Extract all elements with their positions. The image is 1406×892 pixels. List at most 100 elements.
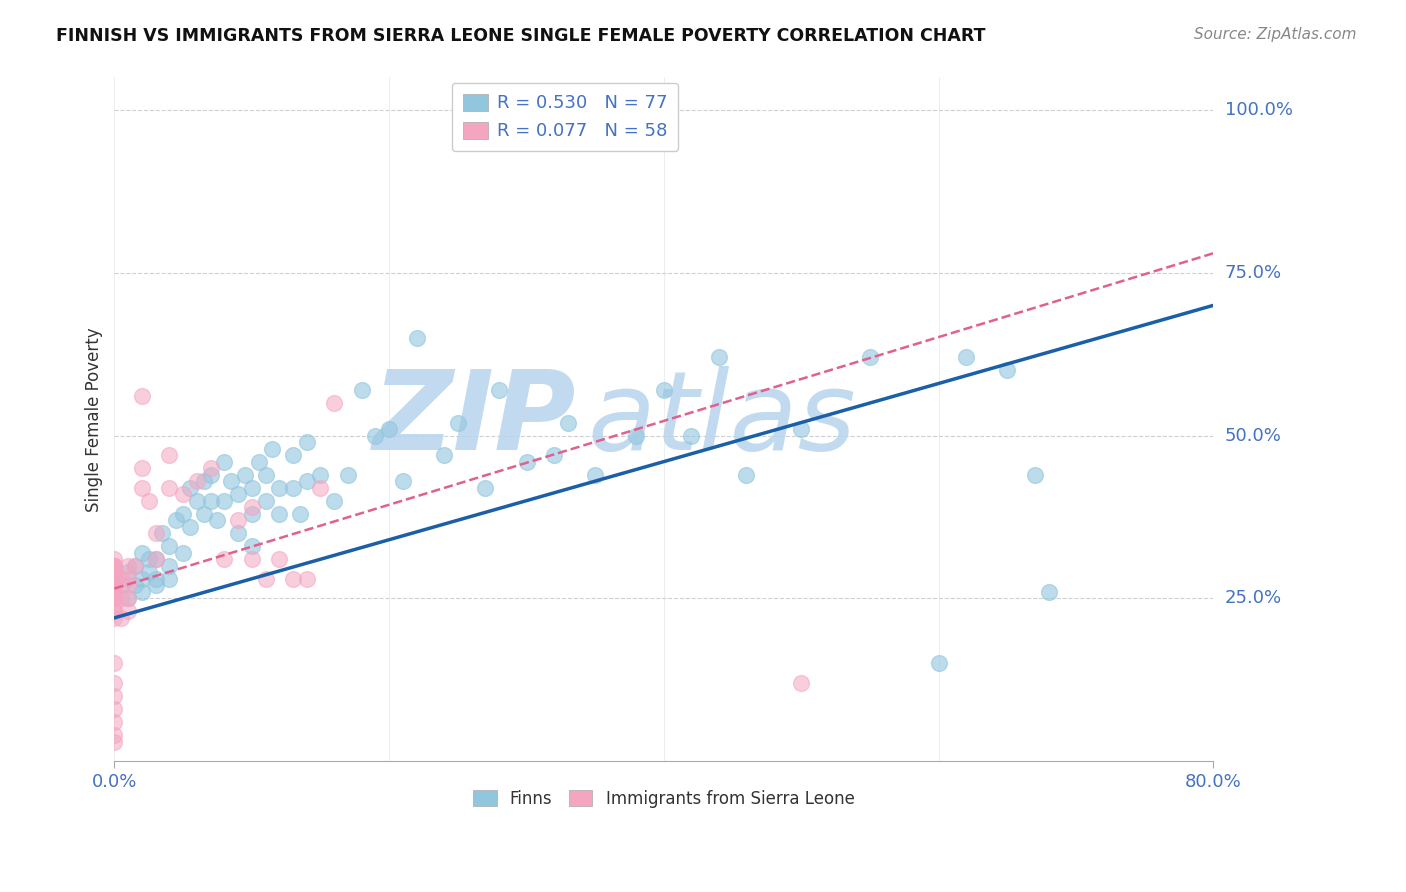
Point bbox=[145, 552, 167, 566]
Point bbox=[103, 702, 125, 716]
Point bbox=[103, 552, 125, 566]
Point bbox=[254, 467, 277, 482]
Point bbox=[117, 578, 139, 592]
Point bbox=[626, 428, 648, 442]
Text: 75.0%: 75.0% bbox=[1225, 264, 1282, 282]
Point bbox=[103, 566, 125, 580]
Point bbox=[172, 546, 194, 560]
Point bbox=[790, 676, 813, 690]
Point bbox=[103, 689, 125, 703]
Point bbox=[247, 454, 270, 468]
Point bbox=[145, 526, 167, 541]
Point bbox=[103, 584, 125, 599]
Point bbox=[103, 578, 125, 592]
Point bbox=[790, 422, 813, 436]
Point bbox=[157, 572, 180, 586]
Point bbox=[145, 578, 167, 592]
Point bbox=[138, 552, 160, 566]
Text: ZIP: ZIP bbox=[373, 366, 576, 473]
Text: 50.0%: 50.0% bbox=[1225, 426, 1281, 444]
Point bbox=[172, 487, 194, 501]
Point bbox=[103, 578, 125, 592]
Point bbox=[295, 572, 318, 586]
Point bbox=[281, 572, 304, 586]
Point bbox=[110, 572, 132, 586]
Point bbox=[103, 558, 125, 573]
Point bbox=[323, 396, 346, 410]
Point bbox=[124, 578, 146, 592]
Point bbox=[200, 467, 222, 482]
Point bbox=[214, 552, 236, 566]
Point bbox=[200, 493, 222, 508]
Point bbox=[193, 507, 215, 521]
Point bbox=[138, 493, 160, 508]
Point bbox=[955, 351, 977, 365]
Point bbox=[288, 507, 311, 521]
Point bbox=[583, 467, 606, 482]
Point bbox=[262, 442, 284, 456]
Point bbox=[179, 519, 201, 533]
Point bbox=[124, 558, 146, 573]
Point bbox=[103, 584, 125, 599]
Point bbox=[193, 474, 215, 488]
Point bbox=[103, 572, 125, 586]
Point bbox=[295, 474, 318, 488]
Point bbox=[131, 584, 153, 599]
Point bbox=[200, 461, 222, 475]
Point bbox=[336, 467, 359, 482]
Point bbox=[103, 591, 125, 606]
Point bbox=[145, 572, 167, 586]
Point bbox=[131, 461, 153, 475]
Y-axis label: Single Female Poverty: Single Female Poverty bbox=[86, 327, 103, 512]
Point bbox=[254, 493, 277, 508]
Point bbox=[103, 676, 125, 690]
Point bbox=[131, 481, 153, 495]
Point bbox=[103, 728, 125, 742]
Point bbox=[110, 611, 132, 625]
Point bbox=[219, 474, 242, 488]
Point bbox=[1024, 467, 1046, 482]
Point bbox=[281, 481, 304, 495]
Text: Source: ZipAtlas.com: Source: ZipAtlas.com bbox=[1194, 27, 1357, 42]
Point bbox=[226, 526, 249, 541]
Point bbox=[186, 493, 208, 508]
Text: 100.0%: 100.0% bbox=[1225, 101, 1292, 119]
Point bbox=[433, 448, 456, 462]
Text: FINNISH VS IMMIGRANTS FROM SIERRA LEONE SINGLE FEMALE POVERTY CORRELATION CHART: FINNISH VS IMMIGRANTS FROM SIERRA LEONE … bbox=[56, 27, 986, 45]
Point bbox=[214, 493, 236, 508]
Point bbox=[254, 572, 277, 586]
Point bbox=[110, 591, 132, 606]
Point bbox=[103, 604, 125, 618]
Point bbox=[488, 383, 510, 397]
Point bbox=[117, 604, 139, 618]
Point bbox=[269, 552, 291, 566]
Point bbox=[157, 448, 180, 462]
Point bbox=[240, 500, 263, 515]
Point bbox=[157, 481, 180, 495]
Point bbox=[103, 558, 125, 573]
Point bbox=[516, 454, 538, 468]
Point bbox=[103, 734, 125, 748]
Point bbox=[707, 351, 730, 365]
Point bbox=[995, 363, 1018, 377]
Text: 25.0%: 25.0% bbox=[1225, 590, 1282, 607]
Point bbox=[103, 558, 125, 573]
Point bbox=[117, 572, 139, 586]
Point bbox=[543, 448, 565, 462]
Point bbox=[281, 448, 304, 462]
Point bbox=[103, 714, 125, 729]
Point bbox=[392, 474, 415, 488]
Point bbox=[928, 657, 950, 671]
Point bbox=[309, 481, 332, 495]
Point bbox=[240, 481, 263, 495]
Point bbox=[350, 383, 373, 397]
Point bbox=[269, 507, 291, 521]
Point bbox=[186, 474, 208, 488]
Point bbox=[295, 435, 318, 450]
Point bbox=[103, 604, 125, 618]
Legend: Finns, Immigrants from Sierra Leone: Finns, Immigrants from Sierra Leone bbox=[467, 783, 862, 814]
Point bbox=[447, 416, 470, 430]
Point bbox=[117, 591, 139, 606]
Point bbox=[172, 507, 194, 521]
Point bbox=[103, 566, 125, 580]
